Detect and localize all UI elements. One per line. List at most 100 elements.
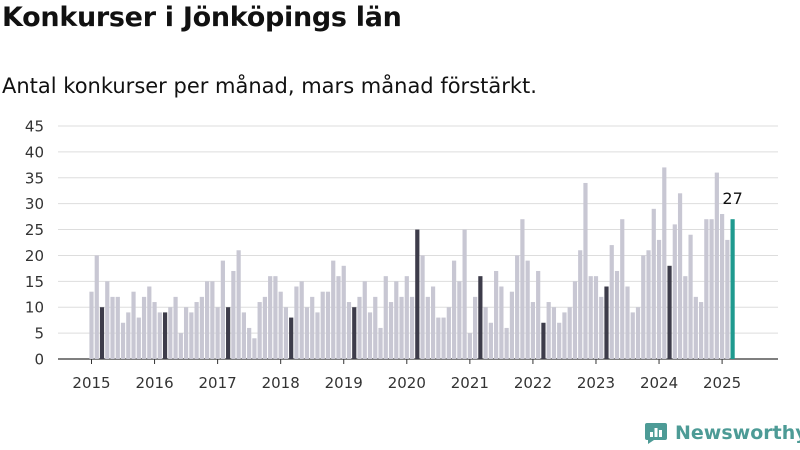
bar[interactable] (593, 276, 599, 359)
bar[interactable] (635, 307, 641, 359)
bar[interactable] (278, 291, 283, 359)
brand-logo[interactable]: Newsworthy (644, 420, 800, 446)
bar[interactable] (730, 219, 735, 359)
bar[interactable] (341, 265, 346, 359)
bar[interactable] (131, 291, 136, 359)
bar[interactable] (231, 270, 236, 359)
bar[interactable] (173, 296, 178, 359)
bar[interactable] (378, 327, 383, 359)
bar[interactable] (147, 286, 152, 359)
bar[interactable] (499, 286, 504, 359)
bar[interactable] (189, 312, 194, 359)
bar[interactable] (520, 219, 525, 359)
bar[interactable] (488, 322, 493, 359)
bar[interactable] (252, 338, 257, 359)
bar[interactable] (641, 255, 646, 359)
bar[interactable] (336, 276, 341, 359)
bar[interactable] (599, 296, 604, 359)
bar[interactable] (551, 307, 557, 359)
bar[interactable] (604, 286, 609, 359)
bar[interactable] (693, 296, 698, 359)
bar[interactable] (352, 307, 357, 359)
bar[interactable] (578, 250, 583, 359)
bar[interactable] (683, 276, 688, 359)
bar[interactable] (546, 302, 551, 359)
bar[interactable] (304, 307, 310, 359)
bar[interactable] (178, 333, 183, 359)
bar[interactable] (357, 296, 362, 359)
bar[interactable] (441, 317, 446, 359)
bar[interactable] (625, 286, 630, 359)
bar[interactable] (425, 296, 430, 359)
bar[interactable] (105, 281, 110, 359)
bar[interactable] (536, 270, 541, 359)
bar[interactable] (136, 317, 141, 359)
bar[interactable] (126, 312, 131, 359)
bar[interactable] (656, 239, 662, 359)
bar[interactable] (289, 317, 294, 359)
bar[interactable] (667, 265, 672, 359)
bar[interactable] (299, 281, 304, 359)
bar[interactable] (331, 260, 336, 359)
bar[interactable] (257, 302, 262, 359)
bar[interactable] (394, 281, 399, 359)
bar[interactable] (714, 172, 719, 359)
bar[interactable] (236, 250, 241, 359)
bar[interactable] (446, 307, 451, 359)
bar[interactable] (457, 281, 462, 359)
bar[interactable] (530, 302, 536, 359)
bar[interactable] (162, 312, 168, 359)
bar[interactable] (415, 229, 420, 359)
bar[interactable] (94, 255, 99, 359)
bar[interactable] (420, 255, 425, 359)
bar[interactable] (388, 302, 394, 359)
bar[interactable] (436, 317, 441, 359)
bar[interactable] (220, 260, 225, 359)
bar[interactable] (620, 219, 625, 359)
bar[interactable] (541, 322, 546, 359)
bar[interactable] (194, 302, 199, 359)
bar[interactable] (110, 296, 115, 359)
bar[interactable] (247, 327, 252, 359)
bar[interactable] (168, 307, 173, 359)
bar[interactable] (120, 322, 126, 359)
bar[interactable] (325, 291, 331, 359)
bar[interactable] (515, 255, 520, 359)
bar[interactable] (157, 312, 162, 359)
bar[interactable] (494, 270, 499, 359)
bar[interactable] (283, 307, 289, 359)
bar[interactable] (677, 193, 683, 359)
bar[interactable] (672, 224, 677, 359)
bar[interactable] (583, 182, 588, 359)
bar[interactable] (509, 291, 514, 359)
bar[interactable] (310, 296, 315, 359)
bar[interactable] (362, 281, 367, 359)
bar[interactable] (115, 296, 120, 359)
bar[interactable] (630, 312, 635, 359)
bar[interactable] (373, 296, 378, 359)
bar[interactable] (688, 234, 693, 359)
bar[interactable] (588, 276, 593, 359)
bar[interactable] (315, 312, 320, 359)
bar[interactable] (473, 296, 478, 359)
bar[interactable] (525, 260, 530, 359)
bar[interactable] (562, 312, 567, 359)
bar[interactable] (704, 219, 709, 359)
bar[interactable] (183, 307, 189, 359)
bar[interactable] (210, 281, 215, 359)
bar[interactable] (89, 291, 94, 359)
bar[interactable] (720, 214, 725, 359)
bar[interactable] (404, 276, 409, 359)
bar[interactable] (199, 296, 204, 359)
bar[interactable] (262, 296, 268, 359)
bar[interactable] (367, 312, 373, 359)
bar[interactable] (320, 291, 325, 359)
bar[interactable] (383, 276, 388, 359)
bar[interactable] (152, 302, 157, 359)
bar[interactable] (567, 307, 572, 359)
bar[interactable] (651, 208, 656, 359)
bar[interactable] (709, 219, 714, 359)
bar[interactable] (572, 281, 578, 359)
bar[interactable] (268, 276, 273, 359)
bar[interactable] (141, 296, 147, 359)
